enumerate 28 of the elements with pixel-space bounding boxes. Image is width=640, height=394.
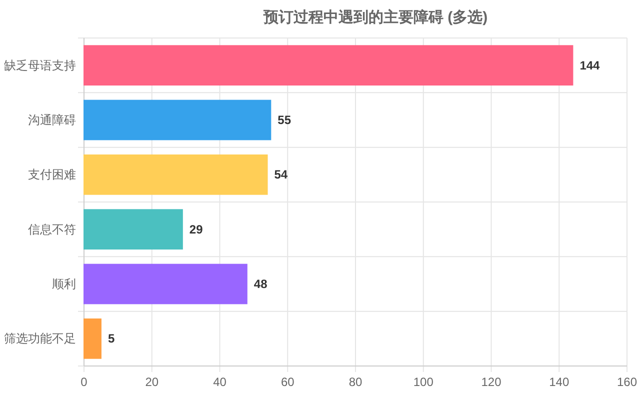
x-tick-label: 0 [80,375,88,389]
data-label: 29 [189,222,204,236]
bar [84,154,268,195]
x-tick-label: 40 [213,375,227,389]
data-label: 55 [278,113,292,127]
x-tick-label: 20 [145,375,159,389]
chart-title: 预订过程中遇到的主要障碍 (多选) [262,8,488,26]
data-label: 48 [254,277,268,291]
y-tick-label: 支付困难 [28,168,76,182]
data-label: 5 [108,332,115,346]
y-tick-label: 信息不符 [28,222,76,236]
bar [84,264,248,304]
bar [84,45,574,86]
x-tick-label: 120 [481,375,502,389]
y-tick-label: 顺利 [52,277,76,291]
x-tick-label: 140 [549,375,570,389]
bar [84,100,272,140]
x-tick-label: 160 [616,375,638,389]
y-tick-label: 缺乏母语支持 [4,58,76,72]
x-tick-label: 100 [413,375,434,389]
x-tick-label: 80 [348,375,362,389]
data-label: 54 [274,168,288,182]
x-tick-label: 60 [280,375,295,389]
data-label: 144 [580,58,600,72]
bar [84,209,183,250]
y-tick-label: 筛选功能不足 [4,332,76,346]
bar [84,318,102,359]
y-tick-label: 沟通障碍 [28,113,76,127]
